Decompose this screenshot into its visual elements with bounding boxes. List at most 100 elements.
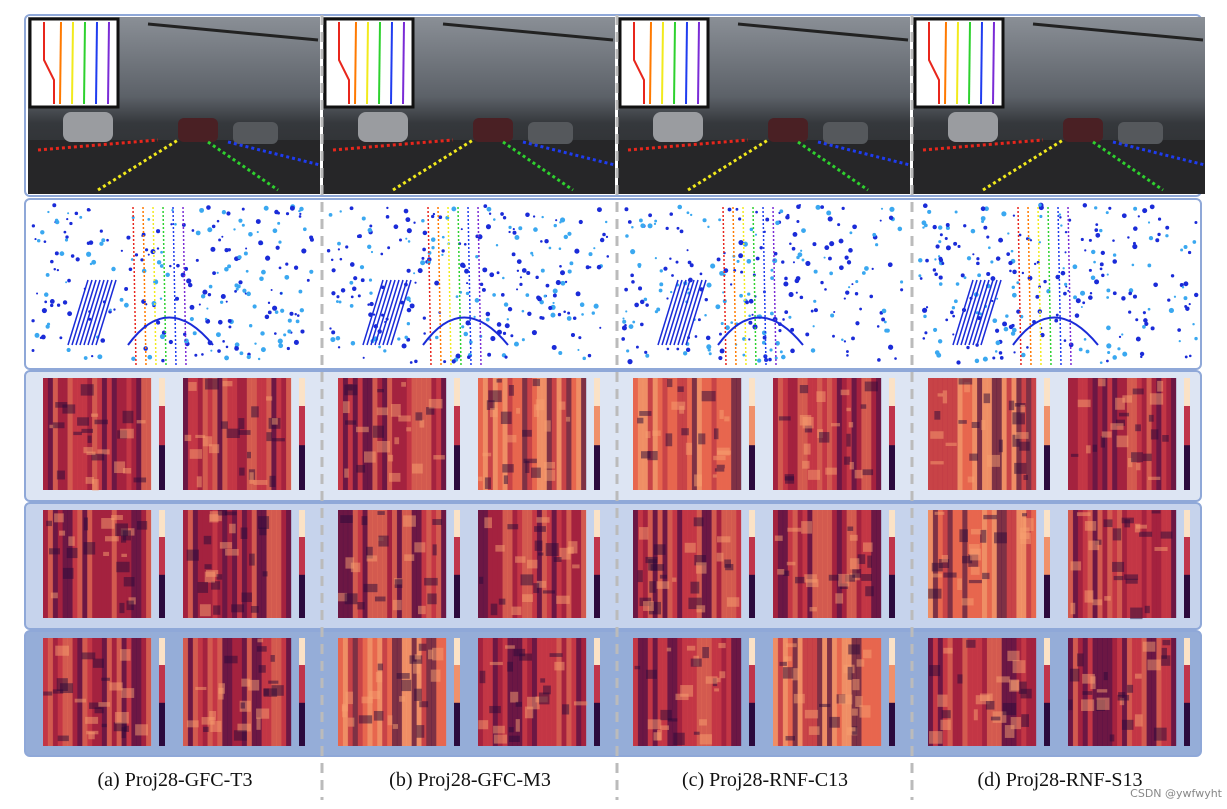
- heatmap-patch: [121, 688, 135, 698]
- heatmap-stripe: [802, 638, 808, 746]
- point: [1106, 296, 1110, 299]
- point: [461, 325, 465, 329]
- point: [795, 291, 798, 294]
- point: [1144, 321, 1149, 326]
- point: [748, 320, 753, 325]
- heatmap-stripe: [271, 510, 277, 618]
- point: [1082, 301, 1086, 305]
- point: [188, 282, 193, 288]
- point: [826, 210, 832, 216]
- heatmap-patch: [377, 440, 391, 453]
- point: [567, 231, 572, 236]
- point: [669, 212, 673, 216]
- heatmap-stripe: [1122, 638, 1128, 746]
- heatmap-patch: [388, 472, 401, 482]
- point: [659, 269, 663, 273]
- heatmap-stripe: [396, 510, 403, 618]
- heatmap-patch: [534, 540, 543, 551]
- heatmap-stripe: [266, 510, 272, 618]
- ring: [422, 316, 509, 346]
- heatmap-stripe: [986, 378, 993, 490]
- point: [113, 308, 116, 311]
- heatmap-patch: [784, 656, 792, 662]
- heatmap-patch: [92, 658, 104, 668]
- heatmap-patch: [256, 708, 270, 719]
- point: [63, 230, 67, 234]
- heatmap-patch: [1020, 404, 1025, 414]
- heatmap-patch: [225, 511, 237, 516]
- heatmap-stripe: [777, 510, 784, 618]
- heatmap-stripe: [357, 378, 363, 490]
- point: [950, 310, 954, 315]
- point: [970, 228, 976, 234]
- point: [1083, 338, 1087, 341]
- heatmap-patch: [652, 430, 661, 436]
- heatmap-stripe: [1082, 378, 1088, 490]
- heatmap-patch: [238, 430, 251, 435]
- point: [254, 342, 257, 345]
- heatmap-stripe: [807, 378, 813, 490]
- heatmap-patch: [968, 579, 982, 584]
- point: [775, 340, 780, 346]
- heatmap-patch: [1110, 423, 1124, 430]
- heatmap-patch: [716, 464, 725, 469]
- lane: [1092, 140, 1164, 192]
- point: [147, 218, 151, 221]
- point: [43, 292, 49, 297]
- point: [934, 272, 938, 277]
- point: [531, 254, 534, 257]
- heatmap-stripe: [571, 510, 577, 618]
- point: [409, 361, 413, 364]
- point: [1095, 232, 1101, 238]
- point: [350, 340, 356, 346]
- point: [200, 294, 206, 299]
- heatmap-stripe: [1011, 510, 1017, 618]
- point: [738, 239, 744, 246]
- heatmap-stripe: [1171, 378, 1177, 490]
- heatmap-patch: [195, 686, 207, 691]
- car: [823, 122, 868, 144]
- point: [963, 224, 967, 228]
- heatmap-stripe: [1141, 378, 1147, 490]
- heatmap-patch: [1127, 457, 1133, 468]
- car: [528, 122, 573, 144]
- heatmap-patch: [996, 676, 1010, 683]
- heatmap-patch: [849, 534, 858, 541]
- heatmap-patch: [990, 716, 1001, 721]
- heatmap-stripe: [822, 638, 828, 746]
- heatmap-stripe: [957, 378, 963, 490]
- heatmap-stripe: [497, 378, 503, 490]
- heatmap-stripe: [561, 378, 567, 490]
- point: [859, 307, 862, 311]
- heatmap-patch: [62, 567, 74, 579]
- heatmap-stripe: [517, 378, 523, 490]
- point: [519, 282, 523, 287]
- heatmap-stripe: [831, 638, 838, 746]
- heatmap-stripe: [1011, 638, 1017, 746]
- point: [88, 208, 91, 212]
- point: [937, 255, 941, 258]
- heatmap-stripe: [1141, 638, 1147, 746]
- heatmap-stripe: [421, 378, 427, 490]
- colorbar-light: [749, 378, 755, 406]
- inset-lane: [649, 21, 652, 105]
- heatmap-stripe: [841, 378, 847, 490]
- heatmap-stripe: [652, 638, 658, 746]
- point: [921, 220, 927, 226]
- heatmap-patch: [545, 543, 559, 557]
- heatmap-stripe: [677, 378, 683, 490]
- heatmap-stripe: [106, 510, 113, 618]
- point: [170, 223, 173, 226]
- heatmap-patch: [196, 476, 202, 488]
- heatmap-patch: [1077, 653, 1084, 667]
- heatmap-stripe: [1112, 378, 1118, 490]
- heatmap-stripe: [441, 638, 447, 746]
- heatmap-stripe: [77, 638, 83, 746]
- colorbar: [889, 638, 895, 746]
- point: [46, 322, 51, 326]
- point: [1063, 291, 1067, 296]
- heatmap-stripe: [1136, 378, 1142, 490]
- heatmap-patch: [415, 412, 423, 421]
- heatmap-stripe: [92, 378, 98, 490]
- heatmap-patch: [982, 572, 990, 580]
